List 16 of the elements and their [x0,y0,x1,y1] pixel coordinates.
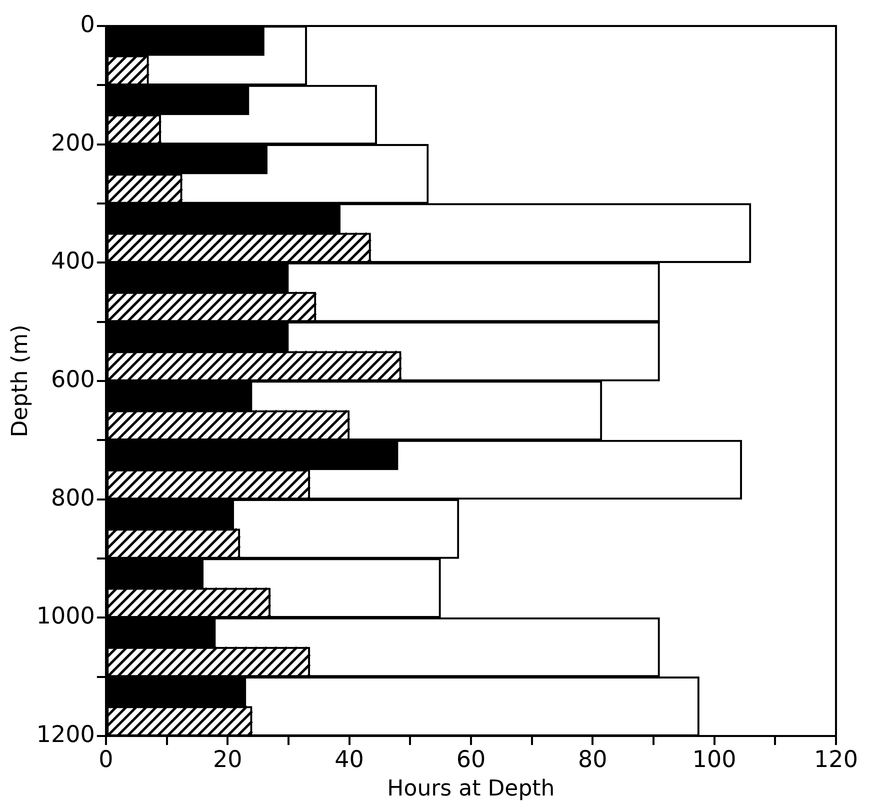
y-tick-label: 200 [51,130,95,156]
x-tick-label: 60 [456,746,486,773]
x-tick-label: 40 [334,746,364,773]
y-tick-label: 800 [51,485,95,512]
x-tick-label: 20 [212,746,242,773]
y-tick-label: 0 [80,12,95,38]
y-tick-label: 1000 [36,604,95,630]
x-tick-label: 0 [98,746,114,773]
y-tick-label: 400 [51,248,95,275]
y-tick-label: 1200 [36,722,95,748]
x-axis-title: Hours at Depth [387,776,555,802]
y-axis-title: Depth (m) [8,324,33,438]
y-tick-label: 600 [51,366,95,393]
x-tick-label: 80 [578,746,608,773]
x-tick-label: 120 [814,746,858,773]
x-tick-label: 100 [692,746,736,773]
